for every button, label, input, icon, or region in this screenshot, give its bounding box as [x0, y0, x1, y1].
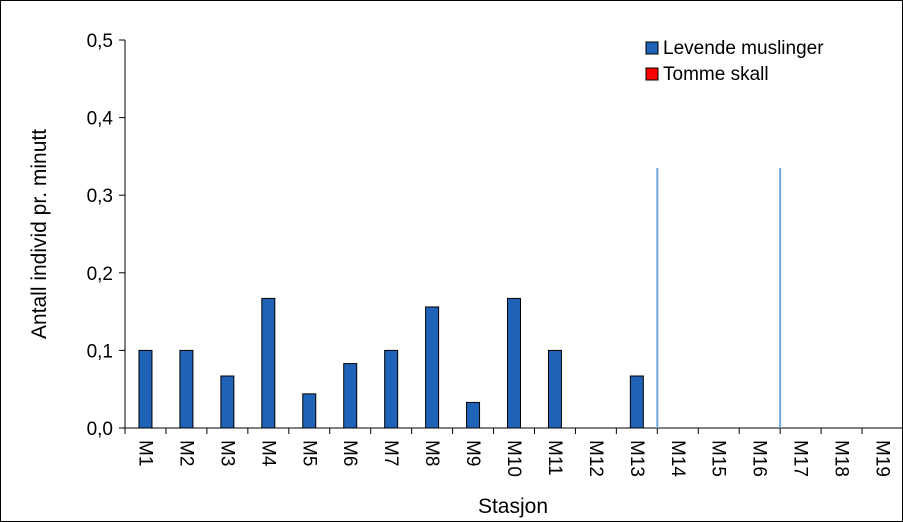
bars	[138, 297, 644, 429]
bar-levende-muslinger-m7	[384, 349, 399, 429]
x-tick-label: M6	[339, 440, 360, 466]
x-tick-label: M10	[503, 440, 524, 477]
x-tick-label: M8	[421, 440, 442, 466]
x-axis-title: Stasjon	[478, 495, 548, 518]
x-tick-label: M14	[667, 440, 688, 477]
legend-label-levende-muslinger: Levende muslinger	[663, 38, 824, 59]
bar-levende-muslinger-m1	[138, 349, 153, 429]
x-tick-label: M2	[175, 440, 196, 466]
separators	[656, 168, 782, 428]
legend-swatch-levende-muslinger	[645, 41, 659, 55]
x-tick-label: M15	[708, 440, 729, 477]
y-axis-title: Antall individ pr. minutt	[28, 129, 51, 339]
legend: Levende muslinger Tomme skall	[645, 38, 824, 85]
bar-levende-muslinger-m10	[507, 297, 521, 429]
bar-levende-muslinger-m11	[547, 349, 562, 429]
x-tick-label: M9	[462, 440, 483, 466]
bar-levende-muslinger-m2	[179, 349, 194, 429]
x-tick-label: M16	[749, 440, 770, 477]
bar-levende-muslinger-m4	[261, 297, 276, 429]
x-tick-label: M11	[544, 440, 565, 476]
y-tick-label: 0,4	[87, 109, 114, 130]
legend-label-tomme-skall: Tomme skall	[663, 64, 769, 85]
bar-levende-muslinger-m8	[425, 306, 440, 429]
x-tick-label: M1	[134, 440, 155, 466]
y-tick-label: 0,0	[87, 419, 113, 440]
x-tick-label: M19	[872, 440, 893, 477]
x-tick-label: M4	[257, 440, 278, 467]
bar-levende-muslinger-m5	[302, 393, 317, 429]
legend-swatch-tomme-skall	[645, 67, 659, 81]
x-tick-label: M12	[585, 440, 606, 477]
y-tick-label: 0,5	[87, 31, 113, 52]
x-tick-label: M18	[831, 440, 852, 477]
x-tick-label: M3	[216, 440, 237, 466]
bar-levende-muslinger-m3	[220, 375, 235, 429]
x-tick-label: M5	[298, 440, 319, 466]
y-tick-label: 0,2	[87, 264, 113, 285]
bar-levende-muslinger-m13	[629, 375, 644, 429]
y-tick-label: 0,3	[87, 186, 113, 207]
x-tick-label: M17	[790, 440, 811, 477]
y-tick-label: 0,1	[87, 341, 113, 362]
x-axis: M1 M2 M3 M4 M5 M6 M7 M8 M9 M10 M11 M12 M13 M14 M15 M16 M…	[124, 427, 903, 477]
x-tick-label: M13	[626, 440, 647, 477]
y-axis: 0,0 0,1 0,2 0,3 0,4 0,5	[87, 31, 126, 440]
bar-levende-muslinger-m9	[466, 401, 481, 429]
x-tick-label: M7	[380, 440, 401, 466]
bar-levende-muslinger-m6	[343, 363, 358, 429]
